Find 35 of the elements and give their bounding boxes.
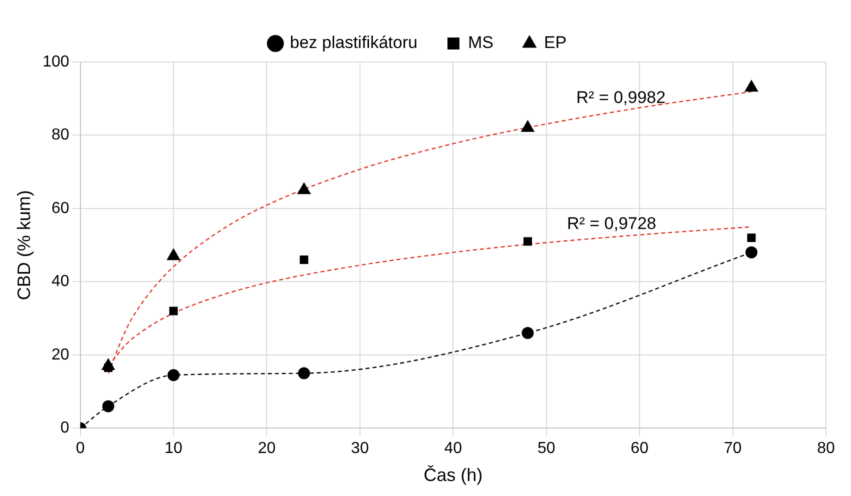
point [297, 182, 311, 194]
y-tick-label: 60 [52, 200, 70, 217]
x-tick-label: 70 [724, 440, 742, 458]
point [166, 248, 180, 260]
x-tick-label: 10 [164, 440, 183, 458]
point [522, 326, 534, 339]
y-tick-label: 0 [60, 420, 70, 437]
point [523, 237, 532, 246]
point [747, 234, 756, 242]
legend-label: bez plastifikátoru [290, 33, 418, 52]
point [168, 369, 180, 382]
point [298, 367, 310, 380]
x-tick-label: 40 [444, 440, 462, 458]
y-tick-label: 100 [42, 53, 70, 70]
x-tick-label: 20 [258, 440, 276, 458]
y-tick-label: 80 [52, 126, 70, 144]
y-tick-label: 40 [52, 273, 70, 290]
point [744, 80, 758, 92]
x-axis-title: Čas (h) [424, 465, 483, 486]
point [300, 256, 308, 264]
x-tick-label: 30 [351, 440, 369, 458]
x-tick-label: 80 [817, 440, 835, 458]
annotation: R² = 0,9982 [576, 88, 666, 107]
y-tick-label: 20 [52, 346, 70, 364]
x-tick-label: 60 [630, 440, 649, 458]
x-tick-label: 0 [76, 440, 85, 458]
legend-label: MS [468, 33, 494, 52]
y-axis-title: CBD (% kum) [14, 190, 34, 300]
point [745, 246, 758, 258]
x-tick-label: 50 [537, 440, 556, 458]
point [520, 120, 535, 132]
point [169, 306, 178, 316]
annotation: R² = 0,9728 [566, 214, 656, 234]
legend-label: EP [544, 33, 567, 52]
point [102, 400, 114, 412]
